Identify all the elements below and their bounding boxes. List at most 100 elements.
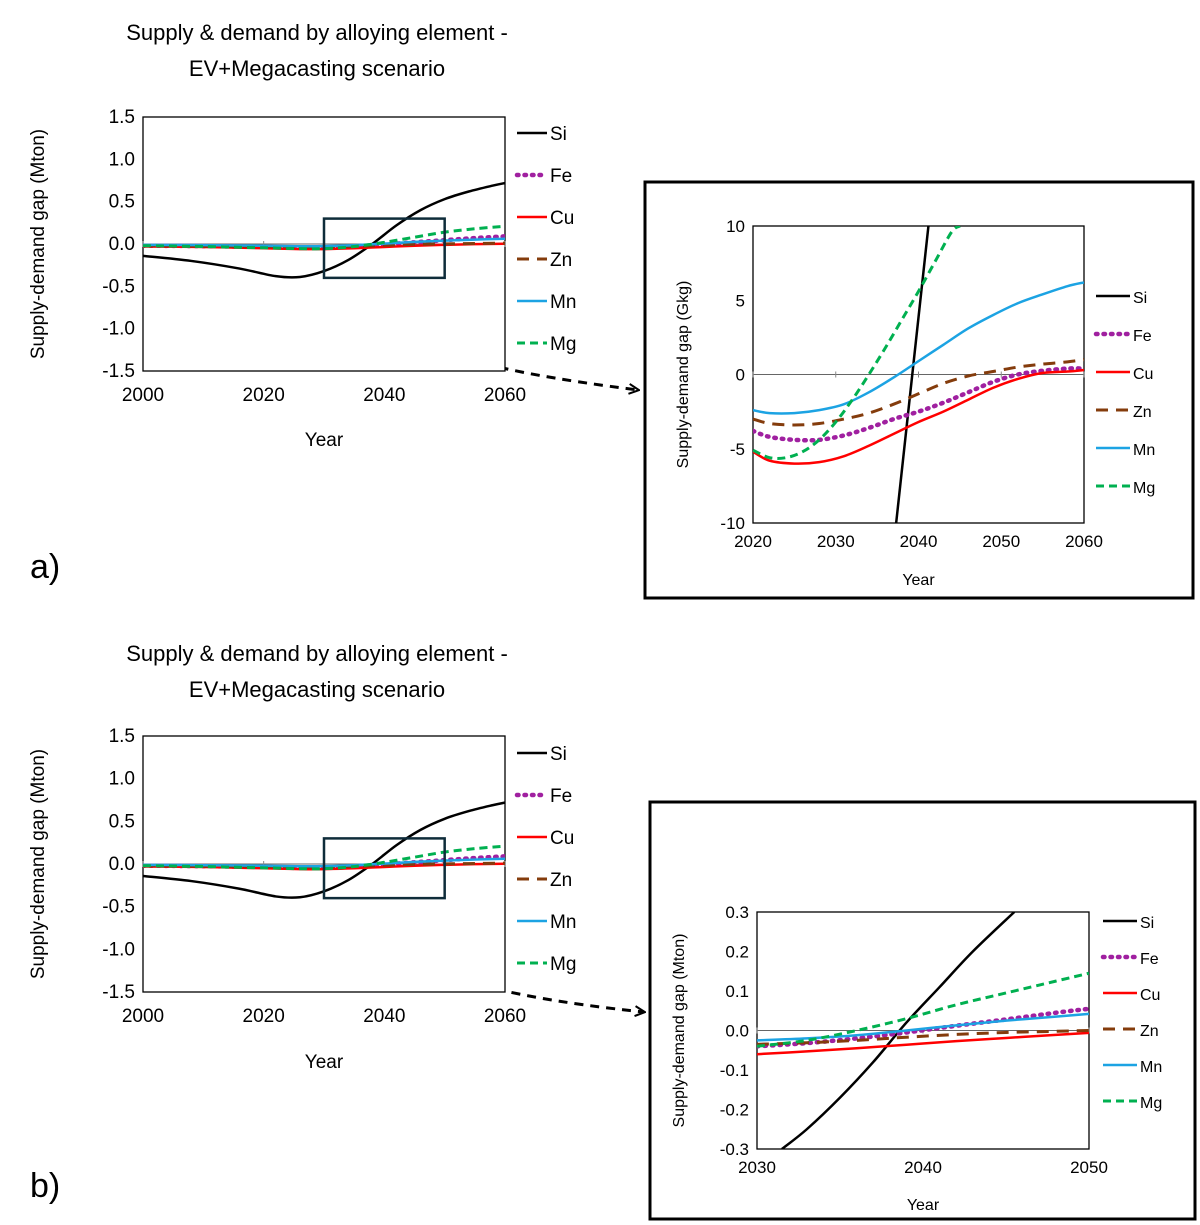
panel-label-b: b) (30, 1167, 60, 1205)
legend-label-zn: Zn (550, 870, 572, 891)
legend-label-mg: Mg (550, 334, 576, 355)
y-tick-label: 0.3 (725, 903, 749, 922)
y-tick-label: -0.5 (102, 897, 135, 918)
y-tick-label: 0.5 (109, 192, 135, 213)
legend-label-cu: Cu (550, 208, 574, 229)
chart-title-line: Supply & demand by alloying element - (126, 20, 508, 45)
y-tick-label: -0.5 (102, 276, 135, 297)
y-tick-label: -0.2 (720, 1101, 749, 1120)
y-axis-label: Supply-demand gap (Mton) (671, 934, 688, 1128)
x-tick-label: 2040 (900, 532, 938, 551)
legend-label-mn: Mn (550, 292, 576, 313)
x-tick-label: 2040 (904, 1158, 942, 1177)
series-line-mg (143, 224, 505, 251)
x-tick-label: 2020 (734, 532, 772, 551)
legend-label-si: Si (1140, 915, 1154, 932)
x-tick-label: 2050 (1070, 1158, 1108, 1177)
legend-label-si: Si (550, 744, 567, 765)
y-tick-label: 1.5 (109, 107, 135, 128)
y-tick-label: 0.0 (109, 234, 135, 255)
y-axis-label: Supply-demand gap (Mton) (28, 129, 49, 359)
x-tick-label: 2040 (363, 1006, 405, 1027)
x-axis-label: Year (305, 430, 344, 451)
series-line-fe (753, 366, 1084, 443)
chart-b-main: Supply & demand by alloying element - EV+… (28, 641, 576, 1073)
y-tick-label: 0 (736, 366, 745, 385)
panel-label-a: a) (30, 548, 60, 586)
y-tick-label: -0.1 (720, 1061, 749, 1080)
y-tick-label: 1.0 (109, 769, 135, 790)
inset-frame-b (648, 800, 1197, 1221)
y-tick-label: 1.5 (109, 726, 135, 747)
y-tick-label: 10 (726, 217, 745, 236)
x-tick-label: 2030 (817, 532, 855, 551)
y-tick-label: 1.0 (109, 149, 135, 170)
legend-label-mn: Mn (550, 912, 576, 933)
legend-label-mg: Mg (550, 954, 576, 975)
legend-label-fe: Fe (1133, 328, 1152, 345)
inset-frame-a (643, 180, 1195, 600)
series-line-si (894, 226, 930, 523)
y-tick-label: 0.5 (109, 811, 135, 832)
series-line-mg (757, 971, 1089, 1048)
y-tick-label: -10 (720, 514, 745, 533)
x-tick-label: 2030 (738, 1158, 776, 1177)
zoom-region-box (322, 217, 446, 280)
y-tick-label: 0.1 (725, 982, 749, 1001)
series-line-mg (143, 844, 505, 871)
y-tick-label: -1.0 (102, 319, 135, 340)
y-axis-label: Supply-demand gap (Gkg) (675, 281, 692, 469)
series-line-si (143, 181, 505, 279)
series-line-mn (753, 281, 1084, 415)
zoom-region-box (322, 837, 446, 900)
series-line-si (781, 912, 1016, 1149)
legend-label-si: Si (550, 124, 567, 145)
x-axis-label: Year (902, 572, 935, 589)
y-tick-label: 0.2 (725, 943, 749, 962)
chart-title-line: EV+Megacasting scenario (189, 56, 445, 81)
x-axis-label: Year (907, 1197, 940, 1214)
y-tick-label: -1.5 (102, 361, 135, 382)
x-tick-label: 2020 (243, 1006, 285, 1027)
legend-label-mg: Mg (1140, 1095, 1162, 1112)
legend-label-fe: Fe (550, 786, 572, 807)
x-tick-label: 2040 (363, 385, 405, 406)
y-tick-label: -0.3 (720, 1140, 749, 1159)
legend-label-cu: Cu (550, 828, 574, 849)
legend-label-si: Si (1133, 290, 1147, 307)
series-line-zn (753, 358, 1084, 427)
y-tick-label: 0.0 (725, 1022, 749, 1041)
y-tick-label: -1.5 (102, 982, 135, 1003)
legend-label-cu: Cu (1140, 987, 1160, 1004)
legend-label-zn: Zn (1140, 1023, 1159, 1040)
y-tick-label: 5 (736, 291, 745, 310)
legend-label-cu: Cu (1133, 366, 1153, 383)
series-line-cu (753, 368, 1084, 465)
chart-title-line: EV+Megacasting scenario (189, 677, 445, 702)
x-tick-label: 2000 (122, 385, 164, 406)
y-tick-label: 0.0 (109, 854, 135, 875)
y-axis-label: Supply-demand gap (Mton) (28, 749, 49, 979)
legend-label-fe: Fe (550, 166, 572, 187)
x-tick-label: 2000 (122, 1006, 164, 1027)
x-axis-label: Year (305, 1052, 344, 1073)
x-tick-label: 2050 (982, 532, 1020, 551)
chart-a-main: Supply & demand by alloying element - EV+… (28, 20, 576, 451)
x-tick-label: 2060 (1065, 532, 1103, 551)
series-line-si (143, 801, 505, 900)
legend-label-zn: Zn (1133, 404, 1152, 421)
legend-label-mn: Mn (1133, 442, 1155, 459)
y-tick-label: -1.0 (102, 939, 135, 960)
x-tick-label: 2060 (484, 385, 526, 406)
x-tick-label: 2060 (484, 1006, 526, 1027)
legend-label-fe: Fe (1140, 951, 1159, 968)
legend-label-zn: Zn (550, 250, 572, 271)
y-tick-label: -5 (730, 440, 745, 459)
chart-title-line: Supply & demand by alloying element - (126, 641, 508, 666)
x-tick-label: 2020 (243, 385, 285, 406)
legend-label-mg: Mg (1133, 480, 1155, 497)
legend-label-mn: Mn (1140, 1059, 1162, 1076)
